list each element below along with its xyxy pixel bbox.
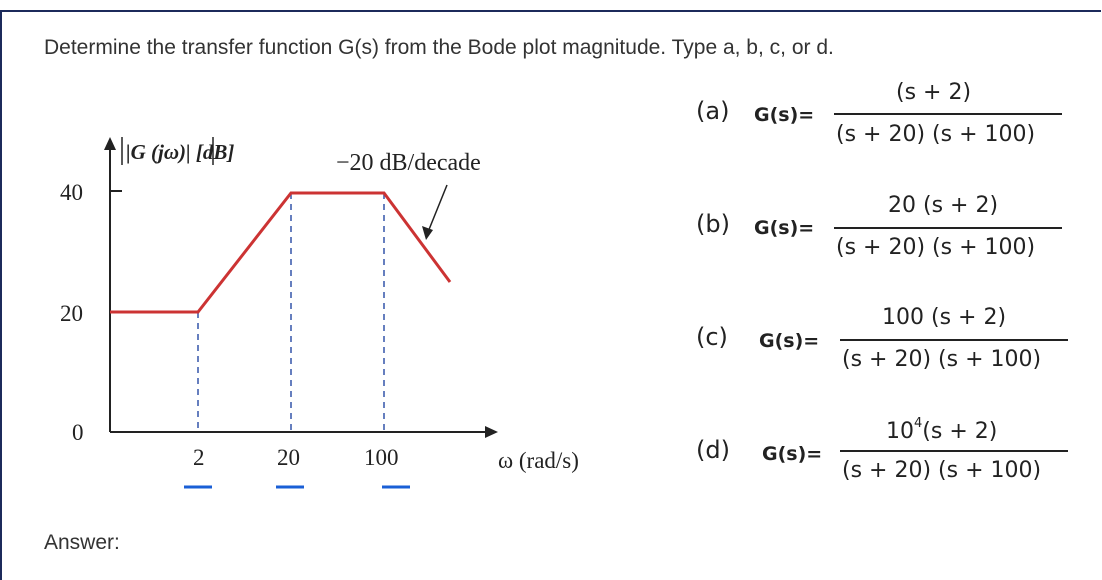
- option-b-denominator: (s + 20) (s + 100): [836, 235, 1036, 260]
- option-b-fraction-bar: [834, 227, 1062, 229]
- slope-annotation: −20 dB/decade: [336, 150, 481, 176]
- option-b-letter: (b): [696, 210, 730, 238]
- option-d-numerator: 104(s + 2): [886, 416, 997, 444]
- question-frame: [0, 10, 1101, 580]
- y-tick-label-0: 0: [72, 420, 84, 445]
- option-d-gs: G(s)=: [762, 443, 823, 465]
- option-d-denominator: (s + 20) (s + 100): [842, 458, 1042, 483]
- option-c-gs: G(s)=: [759, 330, 820, 352]
- option-c-numerator: 100 (s + 2): [882, 305, 1007, 330]
- y-tick-label-40: 40: [60, 180, 83, 205]
- option-a-numerator: (s + 2): [896, 80, 972, 105]
- option-d-fraction-bar: [840, 450, 1068, 452]
- option-a-fraction-bar: [834, 113, 1062, 115]
- option-d-letter: (d): [696, 436, 730, 464]
- option-c-letter: (c): [696, 323, 728, 351]
- option-a-denominator: (s + 20) (s + 100): [836, 122, 1036, 147]
- annotation-arrow: [427, 184, 448, 233]
- option-a-letter: (a): [696, 97, 730, 125]
- y-axis-label: |G (jω)| [dB]: [126, 140, 234, 164]
- option-d-numerator-exp: 4: [914, 416, 923, 431]
- y-tick-label-20: 20: [60, 301, 83, 326]
- magnitude-curve: [110, 191, 452, 314]
- option-d-numerator-rest: (s + 2): [922, 419, 998, 444]
- answer-label: Answer:: [44, 531, 120, 554]
- x-axis-arrow-icon: [485, 426, 498, 438]
- bode-plot: |G (jω)| [dB] −20 dB/decade ω (rad/s) 40…: [60, 137, 579, 489]
- question-text: Determine the transfer function G(s) fro…: [44, 36, 834, 59]
- option-c-fraction-bar: [840, 339, 1068, 341]
- option-c-denominator: (s + 20) (s + 100): [842, 347, 1042, 372]
- option-d-numerator-base: 10: [886, 419, 914, 444]
- x-tick-label-100: 100: [364, 445, 399, 470]
- x-tick-label-2: 2: [193, 445, 205, 470]
- option-a-gs: G(s)=: [754, 104, 815, 126]
- y-axis-arrow-icon: [104, 137, 116, 150]
- x-axis-label: ω (rad/s): [498, 448, 579, 473]
- option-b-numerator: 20 (s + 2): [888, 193, 999, 218]
- x-tick-label-20: 20: [277, 445, 300, 470]
- annotation-arrow-head-icon: [422, 226, 433, 240]
- option-b-gs: G(s)=: [754, 217, 815, 239]
